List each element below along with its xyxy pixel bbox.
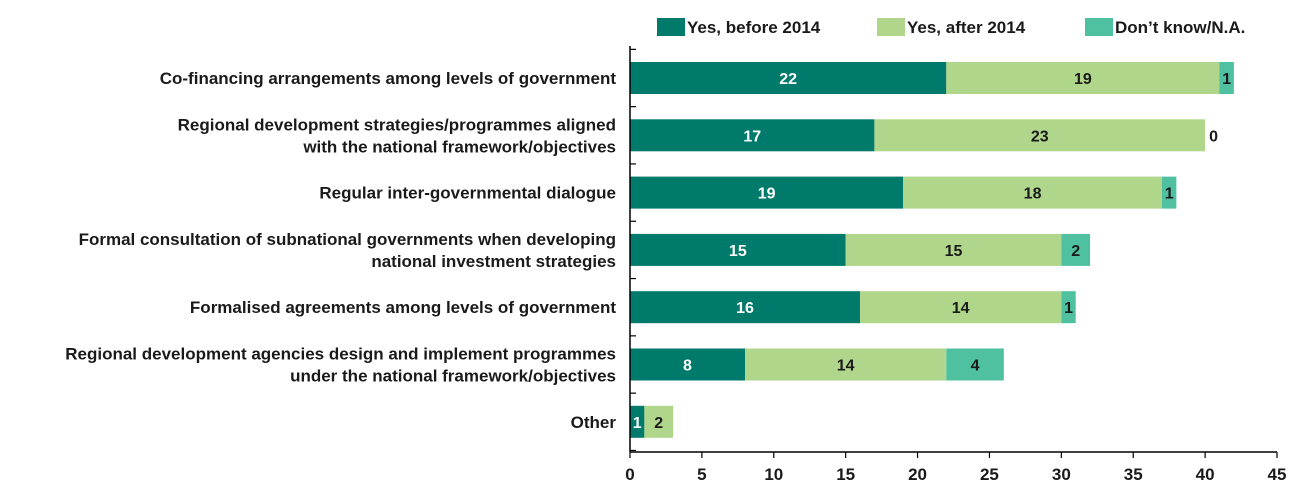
legend-swatch [877, 18, 905, 36]
bar-segment [845, 233, 1062, 266]
data-label: 18 [1024, 186, 1042, 203]
data-label: 1 [1165, 186, 1174, 203]
bar-segment [630, 176, 904, 209]
bars: 22 19 117 23 019 18 115 15 216 14 18 14 41 2 [630, 62, 1234, 438]
category-label: Formal consultation of subnational gover… [79, 230, 616, 271]
bar-segment [860, 291, 1062, 324]
bar-segment [946, 62, 1220, 94]
legend-item: Yes, after 2014 [877, 18, 1026, 37]
data-label: 15 [729, 243, 747, 260]
x-tick-label: 45 [1268, 465, 1287, 484]
x-tick-label: 15 [836, 465, 855, 484]
x-tick-label: 0 [625, 465, 634, 484]
data-label: 1 [1222, 71, 1231, 88]
data-label: 14 [837, 358, 855, 375]
bar-segment [1061, 233, 1091, 266]
bar-segment [630, 405, 645, 438]
axes: 0 5 10 15 20 25 30 35 40 45 [625, 46, 1286, 484]
bar-segment [630, 291, 861, 324]
category-label: Other [571, 413, 617, 432]
category-label: Regular inter-governmental dialogue [319, 184, 616, 203]
category-label: Regional development strategies/programm… [178, 115, 616, 156]
bar-segment [630, 348, 746, 381]
bar-segment [745, 348, 947, 381]
legend-swatch [1085, 18, 1113, 36]
data-label: 22 [779, 71, 797, 88]
data-label: 19 [1074, 71, 1092, 88]
data-label: 0 [1209, 128, 1218, 145]
category-label: Regional development agencies design and… [65, 345, 616, 386]
bar-segment [630, 233, 846, 266]
category-label-line: Formal consultation of subnational gover… [79, 230, 616, 249]
legend-label: Yes, before 2014 [687, 18, 821, 37]
category-label-line: under the national framework/objectives [290, 367, 616, 386]
legend-item: Don’t know/N.A. [1085, 18, 1245, 37]
bar-segment [874, 119, 1206, 152]
bar-segment [1061, 291, 1076, 324]
category-label-line: Regular inter-governmental dialogue [319, 184, 616, 203]
legend-label: Yes, after 2014 [907, 18, 1026, 37]
bar-segment [903, 176, 1162, 209]
legend-item: Yes, before 2014 [657, 18, 821, 37]
legend-swatch [657, 18, 685, 36]
category-label: Formalised agreements among levels of go… [190, 298, 616, 317]
data-label: 17 [743, 128, 761, 145]
x-tick-label: 30 [1052, 465, 1071, 484]
data-label: 1 [1064, 300, 1073, 317]
category-label-line: Regional development agencies design and… [65, 345, 616, 364]
category-label-line: Co-financing arrangements among levels o… [160, 69, 617, 88]
bar-segment [644, 405, 674, 438]
x-tick-label: 40 [1196, 465, 1215, 484]
data-label: 2 [1071, 243, 1080, 260]
category-label-line: Regional development strategies/programm… [178, 115, 616, 134]
category-label-line: Formalised agreements among levels of go… [190, 298, 616, 317]
data-label: 16 [736, 300, 754, 317]
category-label-line: national investment strategies [371, 252, 616, 271]
x-tick-label: 5 [697, 465, 706, 484]
data-label: 2 [654, 415, 663, 432]
category-label-line: with the national framework/objectives [302, 137, 616, 156]
data-label: 4 [971, 358, 980, 375]
data-label: 14 [952, 300, 970, 317]
legend: Yes, before 2014 Yes, after 2014 Don’t kno… [657, 18, 1245, 37]
bar-segment [630, 62, 947, 94]
bar-segment [1161, 176, 1177, 209]
x-tick-label: 35 [1124, 465, 1143, 484]
legend-label: Don’t know/N.A. [1115, 18, 1245, 37]
data-label: 23 [1031, 128, 1049, 145]
data-label: 19 [758, 186, 776, 203]
category-label: Co-financing arrangements among levels o… [160, 69, 617, 88]
data-label: 8 [683, 358, 692, 375]
x-tick-label: 10 [764, 465, 783, 484]
category-label-line: Other [571, 413, 617, 432]
bar-segment [1219, 62, 1234, 94]
x-tick-label: 25 [980, 465, 999, 484]
bar-segment [630, 119, 875, 152]
data-label: 15 [945, 243, 963, 260]
bar-segment [946, 348, 1004, 381]
x-tick-label: 20 [908, 465, 927, 484]
data-label: 1 [633, 415, 642, 432]
category-labels: Co-financing arrangements among levels o… [65, 69, 616, 432]
